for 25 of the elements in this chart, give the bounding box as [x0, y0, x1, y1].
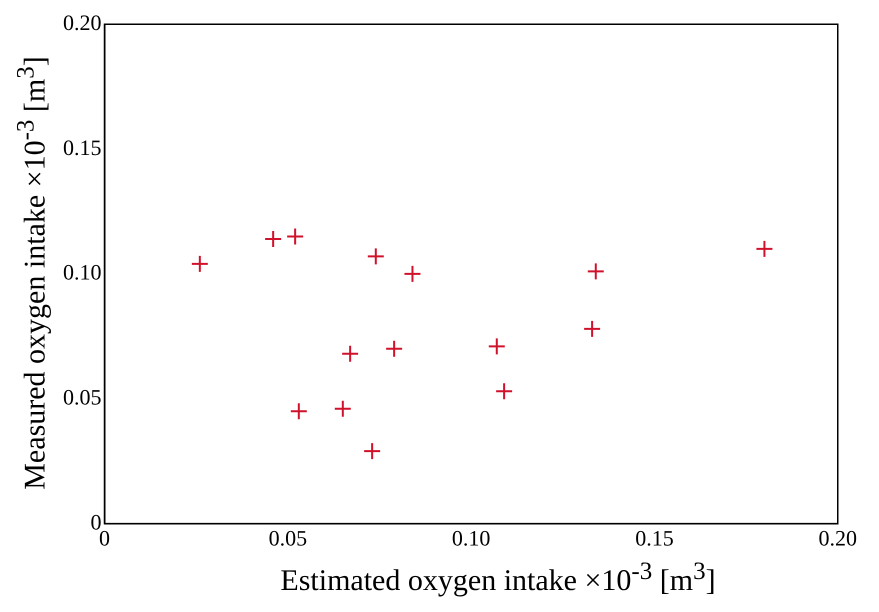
point	[290, 402, 308, 420]
point	[264, 230, 282, 248]
point	[488, 337, 506, 356]
x-tick-label: 0.10	[452, 526, 490, 551]
y-tick-label: 0	[90, 509, 102, 534]
point	[366, 247, 385, 266]
x-tick-label: 0.15	[635, 526, 674, 551]
point	[190, 254, 209, 273]
y-tick-label: 0.15	[63, 134, 102, 160]
point	[363, 442, 382, 460]
point	[586, 262, 605, 280]
point	[403, 264, 422, 283]
point	[385, 340, 404, 358]
x-tick-label: 0.20	[818, 526, 857, 551]
point	[495, 382, 514, 400]
x-axis-title: Estimated oxygen intake ×10$^{-3}$ [m$^{3}$]	[279, 558, 717, 598]
point	[286, 227, 304, 246]
point	[755, 240, 774, 258]
y-tick-label: 0.05	[63, 384, 102, 410]
y-tick-label: 0.10	[63, 260, 102, 285]
x-tick-label: 0.05	[268, 526, 308, 551]
point	[341, 344, 360, 363]
y-tick-label: 0.20	[63, 10, 102, 35]
point	[334, 400, 352, 418]
point	[583, 320, 602, 338]
